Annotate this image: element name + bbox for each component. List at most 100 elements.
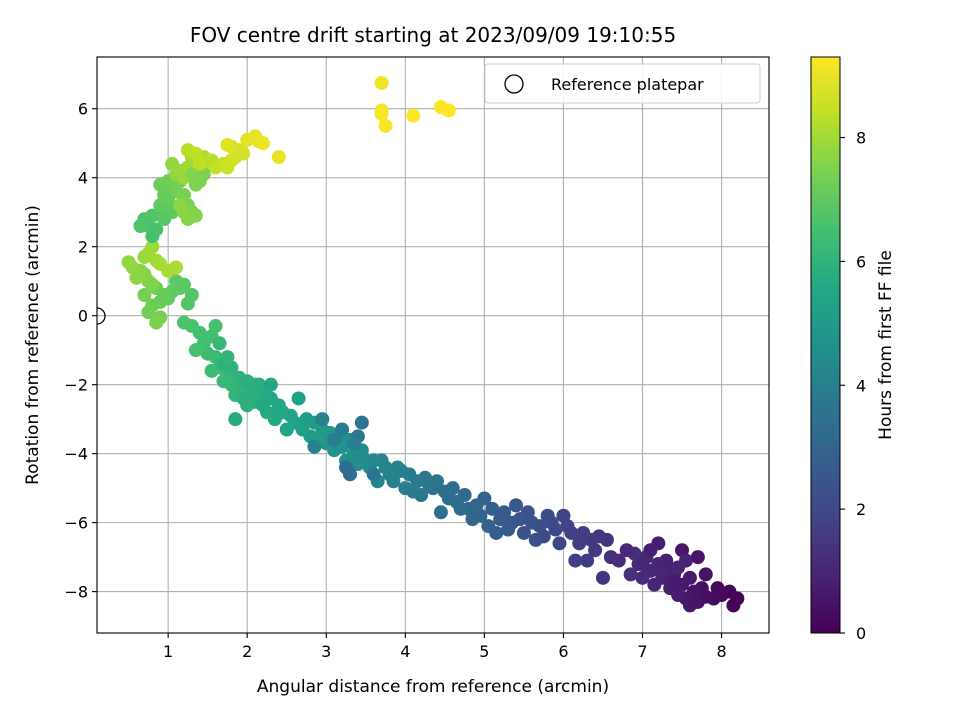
data-point (698, 567, 713, 582)
x-tick-label: 3 (321, 642, 331, 661)
data-point (346, 436, 361, 451)
data-point (173, 198, 188, 213)
data-point (406, 108, 421, 123)
y-tick-label: −6 (64, 514, 88, 533)
data-point (516, 525, 531, 540)
x-axis-label: Angular distance from reference (arcmin) (257, 677, 609, 697)
data-point (327, 432, 342, 447)
data-point (184, 287, 199, 302)
colorbar-tick-label: 8 (856, 129, 866, 148)
data-point (169, 260, 184, 275)
scatter-points (121, 75, 745, 613)
data-point (339, 460, 354, 475)
data-point (671, 560, 686, 575)
x-tick-label: 7 (637, 642, 647, 661)
data-point (493, 512, 508, 527)
data-point (354, 415, 369, 430)
x-tick-label: 6 (558, 642, 568, 661)
data-point (398, 481, 413, 496)
y-tick-label: 6 (78, 100, 88, 119)
data-point (635, 557, 650, 572)
data-point (291, 391, 306, 406)
data-point (540, 508, 555, 523)
colorbar-ticks: 0 2 4 6 8 (840, 129, 866, 643)
data-point (437, 484, 452, 499)
data-point (335, 422, 350, 437)
legend-entry-label: Reference platepar (551, 75, 704, 94)
data-point (220, 350, 235, 365)
data-point (528, 532, 543, 547)
data-point (481, 519, 496, 534)
data-point (240, 374, 255, 389)
legend-marker-open-circle-icon (504, 74, 524, 94)
y-tick-label: 2 (78, 238, 88, 257)
data-point (374, 106, 389, 121)
data-point (271, 401, 286, 416)
colorbar-tick-label: 0 (856, 624, 866, 643)
x-tick-label: 8 (716, 642, 726, 661)
data-point (556, 508, 571, 523)
x-tick-label: 2 (242, 642, 252, 661)
data-point (204, 363, 219, 378)
y-tick-label: 4 (78, 169, 88, 188)
data-point (307, 439, 322, 454)
data-point (655, 563, 670, 578)
data-point (509, 498, 524, 513)
data-point (216, 374, 231, 389)
y-tick-label: −8 (64, 583, 88, 602)
grid (97, 57, 769, 633)
data-point (279, 422, 294, 437)
data-point (212, 336, 227, 351)
colorbar-tick-label: 4 (856, 376, 866, 395)
x-tick-label: 5 (479, 642, 489, 661)
x-tick-label: 4 (400, 642, 410, 661)
legend: Reference platepar (484, 63, 761, 104)
data-point (228, 412, 243, 427)
y-tick-label: −2 (64, 376, 88, 395)
data-point (726, 598, 741, 613)
data-point (374, 75, 389, 90)
data-point (635, 570, 650, 585)
y-axis-label: Rotation from reference (arcmin) (23, 205, 43, 485)
data-point (188, 343, 203, 358)
data-point (236, 391, 251, 406)
colorbar (810, 56, 841, 634)
legend-box (484, 63, 761, 104)
data-point (647, 577, 662, 592)
y-tick-label: 0 (78, 307, 88, 326)
data-point (552, 536, 567, 551)
data-point (595, 570, 610, 585)
data-point (501, 522, 516, 537)
x-tick-label: 1 (163, 642, 173, 661)
data-point (667, 574, 682, 589)
data-point (378, 118, 393, 133)
axis-ticks: 1 2 3 4 5 6 7 8 −8 −6 −4 −2 0 2 4 6 (64, 100, 726, 661)
data-point (192, 156, 207, 171)
data-point (485, 501, 500, 516)
data-point (568, 553, 583, 568)
data-point (690, 550, 705, 565)
y-tick-label: −4 (64, 445, 88, 464)
plot-frame (96, 56, 770, 634)
data-point (176, 315, 191, 330)
data-point (580, 553, 595, 568)
reference-platepar-marker (97, 307, 106, 325)
data-point (256, 398, 271, 413)
data-point (121, 255, 136, 270)
data-point (315, 412, 330, 427)
data-point (366, 467, 381, 482)
data-point (433, 505, 448, 520)
chart-title: FOV centre drift starting at 2023/09/09 … (190, 23, 676, 47)
colorbar-label: Hours from first FF file (876, 250, 896, 440)
data-point (619, 543, 634, 558)
data-point (137, 287, 152, 302)
data-point (603, 550, 618, 565)
data-point (133, 219, 148, 234)
data-point (643, 543, 658, 558)
data-point (145, 239, 160, 254)
data-point (256, 136, 271, 151)
data-point (441, 103, 456, 118)
data-point (682, 570, 697, 585)
colorbar-tick-label: 6 (856, 252, 866, 271)
